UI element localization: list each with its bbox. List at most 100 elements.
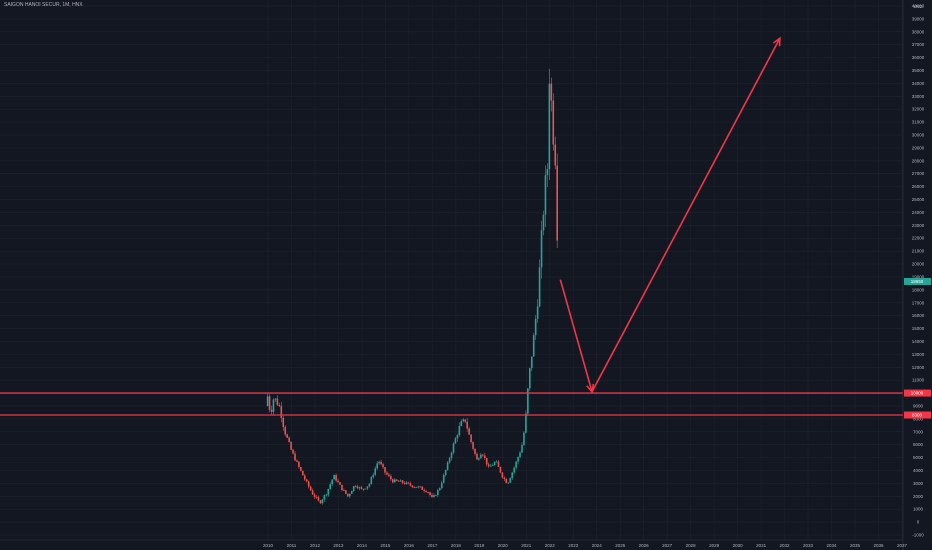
candle-body [274,398,277,400]
price-tags: 10000 8300 18650 [904,277,931,419]
price-tick-label: 19000 [912,274,925,279]
candle-body [483,455,486,458]
price-tick-label: 7000 [913,429,924,434]
candle-body [511,472,513,479]
candle-body [323,495,326,500]
candle-body [409,483,412,486]
candle-body [515,461,517,468]
horizontal-levels[interactable] [0,392,903,416]
price-tick-label: 5000 [913,455,924,460]
candle-body [423,489,425,491]
candle-body [333,475,335,480]
candle-body [480,454,482,459]
candle-body [366,486,369,489]
candle-body [413,486,416,488]
price-tick-label: 27000 [912,171,925,176]
candle-body [370,477,373,484]
candle-body [505,478,508,484]
candle-body [544,175,547,215]
price-tick-label: 12000 [912,365,925,370]
candle-body [358,487,361,489]
candle-body [282,417,285,427]
candle-body [474,448,476,454]
candle-body [307,481,310,487]
price-tick-label: 35000 [912,68,925,73]
candle-body [458,426,461,436]
candle-body [519,452,521,458]
candle-body [433,495,435,497]
time-tick-label: 2015 [380,543,391,548]
time-tick-label: 2026 [639,543,650,548]
level-price-tag-label: 8300 [912,413,923,418]
candle-body [266,396,269,406]
candle-body [530,356,533,369]
candle-body [292,449,294,454]
time-tick-label: 2016 [404,543,415,548]
candle-body [450,452,453,459]
price-tick-label: 2000 [913,494,924,499]
candle-body [440,482,443,489]
candle-body [278,405,281,407]
level-price-tag-label: 10000 [911,391,924,396]
candle-body [482,454,484,456]
candle-body [356,486,359,489]
candle-body [303,475,306,480]
candle-body [374,468,377,475]
candle-body [542,214,545,231]
candle-body [442,474,445,483]
price-axis[interactable]: -1000 0 1000 2000 3000 4000 5000 6000 7000 8000 90… [902,0,925,550]
candle-body [460,421,463,427]
candle-body [540,230,543,268]
candle-body [548,83,551,170]
candle-body [325,494,328,496]
price-tick-label: 0 [917,520,920,525]
candle-body [335,475,337,481]
time-tick-label: 2025 [615,543,626,548]
candle-body [407,482,410,484]
time-tick-label: 2014 [357,543,368,548]
candle-body [556,165,558,241]
candle-body [329,484,332,489]
candle-body [444,469,447,475]
candle-body [378,461,380,464]
currency-label: VND [913,4,923,9]
price-tick-label: 28000 [912,158,925,163]
candle-body [487,464,490,467]
candle-body [350,491,353,494]
candle-body [270,409,273,412]
candle-body [415,486,418,488]
price-tick-label: 3000 [913,481,924,486]
candle-body [302,470,304,476]
price-tick-label: 20000 [912,262,925,267]
time-axis[interactable]: 2010 2011 2012 2013 2014 2015 2016 2017 2018 2019… [0,539,907,548]
candle-body [390,476,392,480]
candle-body [382,464,384,468]
projection-arrowhead [772,36,781,47]
candle-body [427,492,429,493]
time-tick-label: 2028 [686,543,697,548]
candle-body [311,490,314,495]
price-tick-label: 16000 [912,313,925,318]
candle-body [446,462,449,470]
level-price-tag [904,389,931,397]
projection-segment [559,279,593,393]
candle-body [401,480,404,483]
price-tick-label: 29000 [912,145,925,150]
price-tick-label: 21000 [912,249,925,254]
price-tick-label: 36000 [912,55,925,60]
projection-path[interactable] [559,36,781,394]
candle-body [495,461,498,463]
candle-body [327,488,330,495]
candle-body [337,480,339,483]
price-tick-label: 11000 [912,378,925,383]
price-tick-label: 1000 [913,507,924,512]
candle-body [507,482,510,484]
candle-body [380,461,382,465]
candle-body [485,457,488,465]
time-tick-label: 2029 [709,543,720,548]
candle-body [438,488,441,491]
candle-body [341,484,343,491]
candle-body [448,458,451,463]
candle-body [300,467,302,471]
